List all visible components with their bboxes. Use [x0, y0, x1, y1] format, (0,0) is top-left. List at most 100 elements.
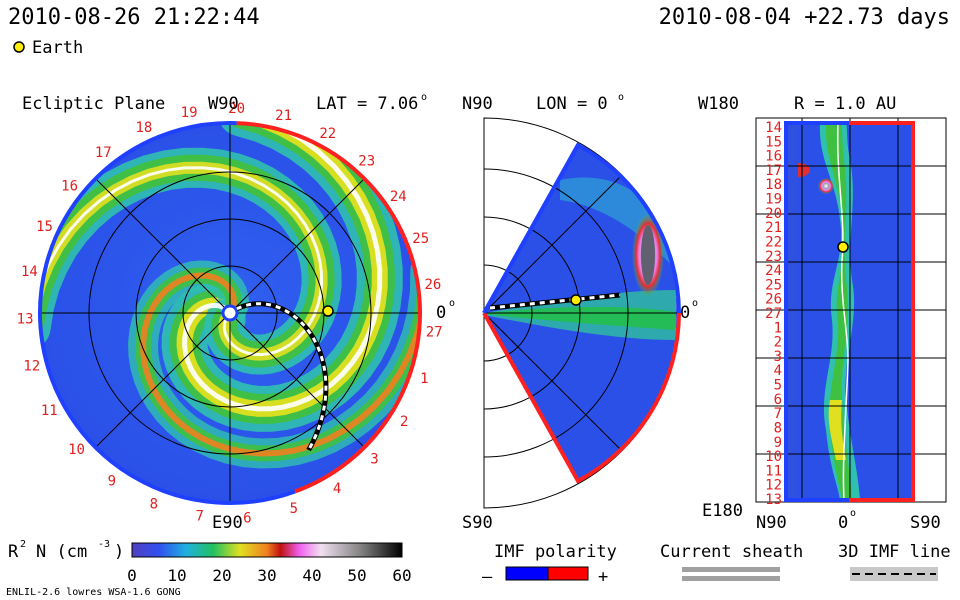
negative-polarity-swatch [505, 566, 549, 581]
longitude-degree: o [618, 92, 624, 103]
colorbar-tick: 10 [167, 566, 186, 585]
radial-x-mid-label: 0 [838, 513, 848, 533]
imf-plus-label: + [598, 567, 608, 587]
carrington-label: 24 [390, 189, 407, 205]
current-sheath-label: Current sheath [660, 542, 803, 562]
radial-x-right-label: S90 [910, 513, 941, 533]
imf-polarity-label: IMF polarity [494, 542, 617, 562]
ecliptic-right-degree: o [449, 298, 455, 309]
strip-label: 26 [765, 292, 782, 308]
carrington-label: 26 [424, 277, 441, 293]
carrington-label: 3 [370, 451, 378, 467]
strip-label: 22 [765, 235, 782, 251]
radial-earth-marker [837, 241, 849, 253]
strip-label: 24 [765, 263, 782, 279]
sun-marker [221, 304, 239, 322]
carrington-label: 11 [41, 403, 58, 419]
colorbar-tick: 30 [257, 566, 276, 585]
reference-time: 2010-08-04 +22.73 days [659, 5, 950, 30]
carrington-label: 2 [400, 414, 408, 430]
latitude-label: LAT = 7.06 [316, 94, 418, 114]
carrington-label: 12 [23, 359, 40, 375]
ecliptic-bottom-label: E90 [212, 513, 243, 533]
carrington-label: 20 [228, 101, 245, 117]
colorbar-label-exp: -3 [98, 539, 110, 550]
carrington-label: 18 [135, 120, 152, 136]
positive-polarity-swatch [547, 566, 589, 581]
colorbar-scale [131, 542, 403, 558]
earth-marker [322, 305, 334, 317]
colorbar-tick: 50 [347, 566, 366, 585]
strip-label: 20 [765, 206, 782, 222]
sector-polarity-ring [38, 121, 422, 505]
strip-label: 2 [774, 335, 782, 351]
carrington-label: 6 [243, 510, 251, 526]
ecliptic-right-label: 0 [436, 303, 446, 323]
carrington-label: 10 [68, 442, 85, 458]
colorbar-label-r: R [8, 542, 19, 562]
carrington-label: 13 [17, 311, 34, 327]
radial-title: R = 1.0 AU [794, 94, 896, 114]
strip-label: 9 [774, 435, 782, 451]
carrington-label: 16 [61, 178, 78, 194]
earth-legend-icon [13, 41, 25, 53]
imf-minus-label: – [482, 567, 493, 587]
strip-label: 13 [765, 492, 782, 508]
meridional-bottom-label: S90 [462, 513, 493, 533]
model-version: ENLIL-2.6 lowres WSA-1.6 GONG [6, 587, 181, 598]
current-sheath-swatch-bottom [682, 576, 780, 581]
meridional-earth-marker [570, 294, 582, 306]
strip-label: 11 [765, 463, 782, 479]
carrington-label: 21 [275, 108, 292, 124]
strip-label: 19 [765, 192, 782, 208]
strip-label: 21 [765, 220, 782, 236]
meridional-top-label: N90 [462, 94, 493, 114]
carrington-label: 23 [358, 153, 375, 169]
carrington-label: 19 [181, 105, 198, 121]
strip-label: 10 [765, 449, 782, 465]
latitude-degree: o [421, 92, 427, 103]
strip-label: 5 [774, 378, 782, 394]
radial-panel: 1415161718192021222324252627123456789101… [698, 94, 947, 533]
earth-legend-label: Earth [32, 38, 83, 58]
imf-line-label: 3D IMF line [838, 542, 951, 562]
colorbar-label-n: N (cm [36, 542, 87, 562]
strip-label: 7 [774, 406, 782, 422]
carrington-label: 4 [333, 481, 341, 497]
ecliptic-title: Ecliptic Plane [22, 94, 165, 114]
strip-label: 23 [765, 249, 782, 265]
carrington-label: 9 [108, 474, 116, 490]
ecliptic-top-label: W90 [208, 94, 239, 114]
current-sheath-legend: Current sheath [660, 542, 803, 581]
radial-top-left-label: W180 [698, 94, 739, 114]
radial-x-mid-degree: o [850, 508, 856, 519]
radial-bottom-left-label: E180 [702, 501, 743, 521]
colorbar-label-sup: 2 [20, 539, 26, 550]
strip-label: 3 [774, 349, 782, 365]
colorbar-tick: 60 [392, 566, 411, 585]
carrington-label: 27 [426, 325, 443, 341]
ecliptic-plane-panel: 19 20 212223242526271234567891011121314151… [17, 92, 455, 533]
longitude-label: LON = 0 [536, 94, 608, 114]
carrington-label: 15 [36, 219, 53, 235]
imf-polarity-legend: IMF polarity – + [482, 542, 617, 587]
strip-label: 17 [765, 163, 782, 179]
strip-label: 18 [765, 177, 782, 193]
carrington-label: 14 [21, 264, 38, 280]
radial-x-left-label: N90 [756, 513, 787, 533]
carrington-label: 8 [150, 496, 158, 512]
strip-label: 12 [765, 478, 782, 494]
colorbar-tick: 0 [127, 566, 137, 585]
strip-label: 8 [774, 421, 782, 437]
current-sheath-swatch-top [682, 567, 780, 572]
carrington-label: 5 [290, 501, 298, 517]
strip-label: 6 [774, 392, 782, 408]
colorbar-tick: 20 [212, 566, 231, 585]
colorbar-tick: 40 [302, 566, 321, 585]
carrington-label: 25 [412, 231, 429, 247]
carrington-label: 1 [420, 371, 428, 387]
strip-label: 15 [765, 134, 782, 150]
meridional-right-label: 0 [680, 303, 690, 323]
strip-label: 1 [774, 320, 782, 336]
